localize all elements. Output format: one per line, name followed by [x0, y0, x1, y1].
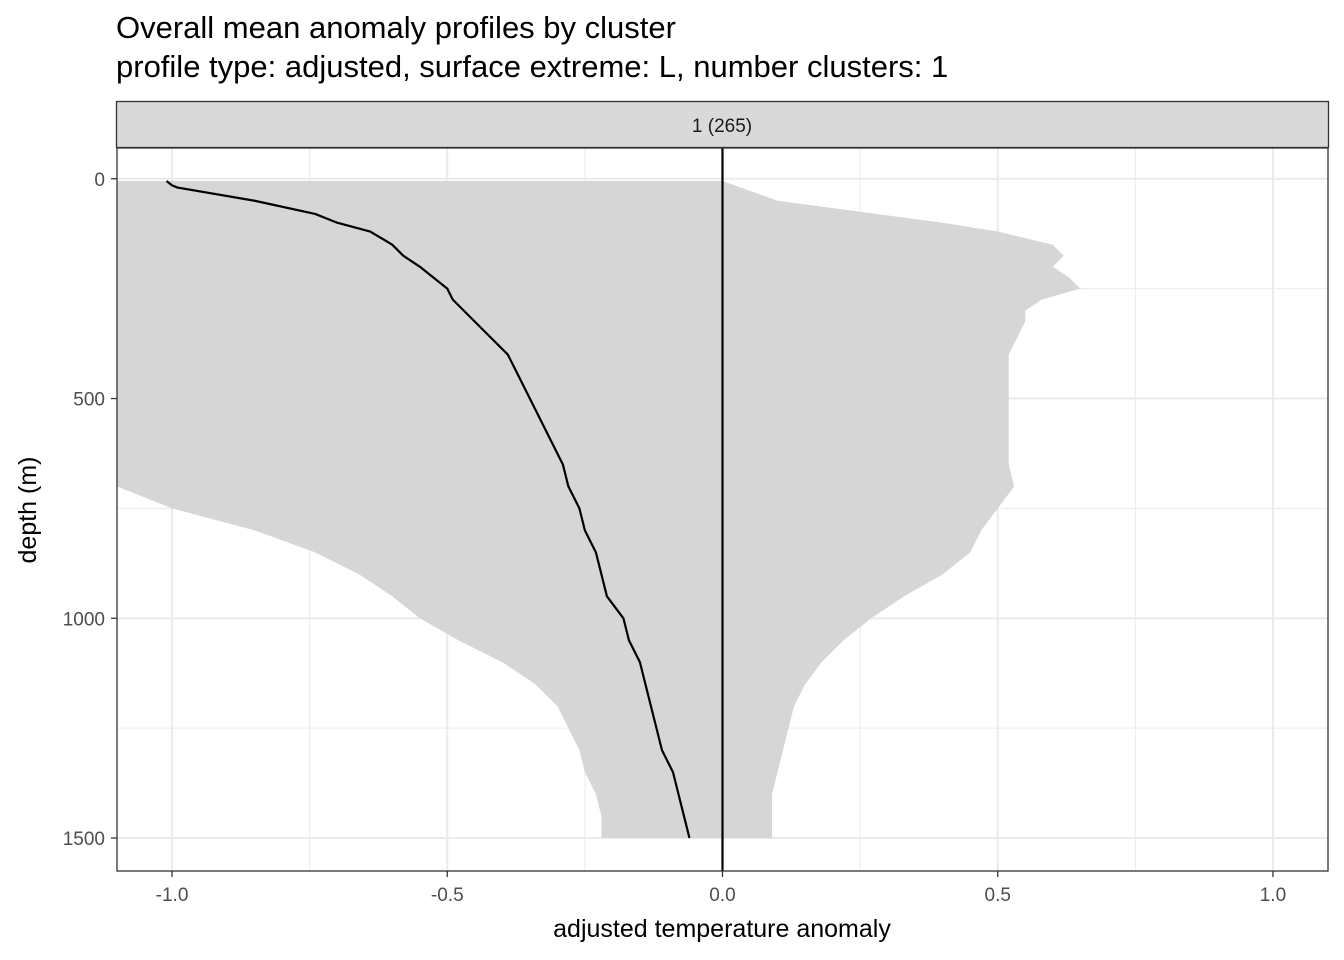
facet-label: 1 (265): [692, 116, 752, 137]
x-tick-label: -0.5: [431, 885, 464, 906]
x-axis: -1.0 -0.5 0.0 0.5 1.0: [156, 871, 1286, 906]
mean-profile-line: [165, 180, 691, 839]
y-tick-label: 1000: [63, 609, 105, 630]
chart-title: Overall mean anomaly profiles by cluster: [116, 10, 676, 45]
mean-profile-layer: [165, 180, 691, 839]
y-tick-label: 500: [73, 390, 105, 411]
range-band-layer: [117, 180, 1081, 839]
y-axis-title: depth (m): [14, 457, 42, 564]
x-tick-label: -1.0: [156, 885, 189, 906]
y-tick-label: 1500: [63, 829, 105, 850]
x-tick-label: 1.0: [1260, 885, 1286, 906]
range-band: [117, 180, 1081, 839]
x-tick-label: 0.0: [709, 885, 735, 906]
chart-subtitle: profile type: adjusted, surface extreme:…: [116, 49, 949, 84]
x-axis-title: adjusted temperature anomaly: [553, 915, 891, 943]
x-tick-label: 0.5: [985, 885, 1011, 906]
y-axis: 0 500 1000 1500: [63, 170, 117, 850]
y-tick-label: 0: [94, 170, 105, 191]
